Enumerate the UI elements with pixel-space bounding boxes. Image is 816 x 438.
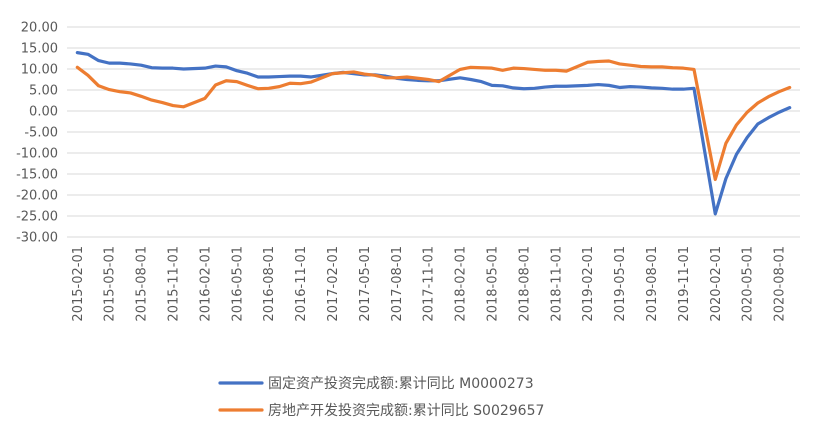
gridlines bbox=[67, 26, 800, 238]
x-tick-label: 2015-05-01 bbox=[103, 246, 118, 322]
x-tick-label: 2018-02-01 bbox=[454, 246, 469, 322]
y-tick-label: 0.00 bbox=[29, 105, 58, 120]
series-line-1 bbox=[75, 51, 792, 216]
y-tick-label: 5.00 bbox=[29, 84, 58, 99]
legend: 固定资产投资完成额:累计同比 M0000273 房地产开发投资完成额:累计同比 S… bbox=[218, 376, 544, 419]
legend-label: 房地产开发投资完成额:累计同比 S0029657 bbox=[268, 403, 544, 419]
legend-label: 固定资产投资完成额:累计同比 M0000273 bbox=[268, 376, 534, 392]
x-tick-label: 2020-08-01 bbox=[773, 246, 788, 322]
y-tick-label: -15.00 bbox=[16, 168, 58, 183]
x-tick-label: 2019-02-01 bbox=[581, 246, 596, 322]
x-axis-ticks: 2015-02-01 2015-05-01 2015-08-01 2015-11-01… bbox=[71, 246, 788, 322]
x-tick-label: 2019-08-01 bbox=[645, 246, 660, 322]
x-tick-label: 2019-05-01 bbox=[613, 246, 628, 322]
x-tick-label: 2017-11-01 bbox=[422, 246, 437, 322]
x-tick-label: 2015-11-01 bbox=[167, 246, 182, 322]
x-tick-label: 2018-08-01 bbox=[517, 246, 532, 322]
y-tick-label: -5.00 bbox=[24, 126, 58, 141]
y-axis-ticks: 20.00 15.00 10.00 5.00 0.00 -5.00 -10.00 -15.00… bbox=[16, 21, 58, 246]
x-tick-label: 2020-05-01 bbox=[741, 246, 756, 322]
x-tick-label: 2016-05-01 bbox=[230, 246, 245, 322]
x-tick-label: 2018-05-01 bbox=[485, 246, 500, 322]
x-tick-label: 2016-02-01 bbox=[198, 246, 213, 322]
x-tick-label: 2020-02-01 bbox=[709, 246, 724, 322]
x-tick-label: 2016-11-01 bbox=[294, 246, 309, 322]
y-tick-label: -20.00 bbox=[16, 189, 58, 204]
x-tick-label: 2015-08-01 bbox=[135, 246, 150, 322]
x-tick-label: 2019-11-01 bbox=[677, 246, 692, 322]
series-line-2 bbox=[75, 59, 792, 182]
y-tick-label: 15.00 bbox=[21, 42, 58, 57]
y-tick-label: -30.00 bbox=[16, 231, 58, 246]
y-tick-label: -25.00 bbox=[16, 210, 58, 225]
x-tick-label: 2018-11-01 bbox=[549, 246, 564, 322]
y-tick-label: 20.00 bbox=[21, 21, 58, 36]
x-tick-label: 2017-02-01 bbox=[326, 246, 341, 322]
x-tick-label: 2017-08-01 bbox=[390, 246, 405, 322]
y-tick-label: 10.00 bbox=[21, 63, 58, 78]
x-tick-label: 2015-02-01 bbox=[71, 246, 86, 322]
x-tick-label: 2017-05-01 bbox=[358, 246, 373, 322]
y-tick-label: -10.00 bbox=[16, 147, 58, 162]
x-tick-label: 2016-08-01 bbox=[262, 246, 277, 322]
